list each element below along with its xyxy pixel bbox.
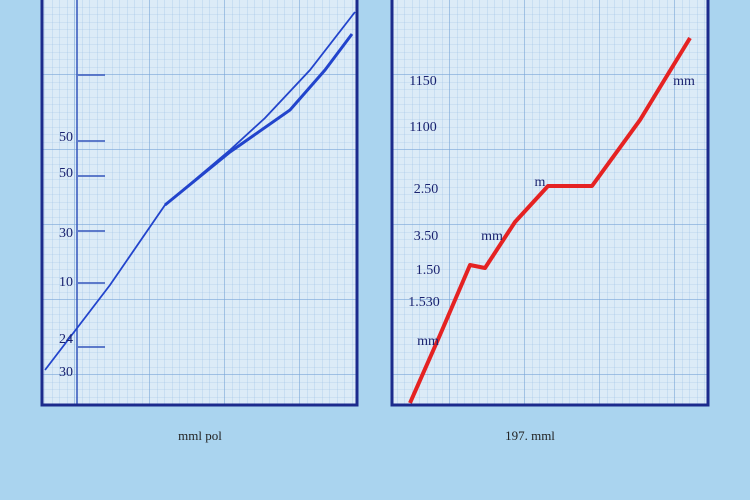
caption: mml pol [178,428,222,443]
label: 1.50 [416,263,441,278]
grid [42,0,357,405]
line [164,33,354,207]
label: 24 [59,332,73,347]
label: mm [417,334,439,349]
label: mm [673,74,695,89]
left-panel [40,0,359,407]
label: 2.50 [414,182,439,197]
label: 50 [59,166,73,181]
line [44,11,356,371]
label: 30 [59,365,73,380]
right-panel [390,0,710,407]
label: 30 [59,226,73,241]
ticks [78,74,105,348]
label: 1150 [409,74,436,89]
label: 3.50 [414,229,439,244]
labels: 50 50 30 10 24 30 mml pol 1150 1100 2.50 3.50 1.50 1… [59,74,695,443]
label: 1.530 [408,295,440,310]
label: mm [481,229,503,244]
label: 10 [59,275,73,290]
line [408,36,692,404]
caption: 197. mml [505,428,555,443]
label: m [535,175,546,190]
panel-border [390,0,710,407]
grid [392,0,708,405]
label: 50 [59,130,73,145]
label: 1100 [409,120,436,135]
panel-border [40,0,359,407]
